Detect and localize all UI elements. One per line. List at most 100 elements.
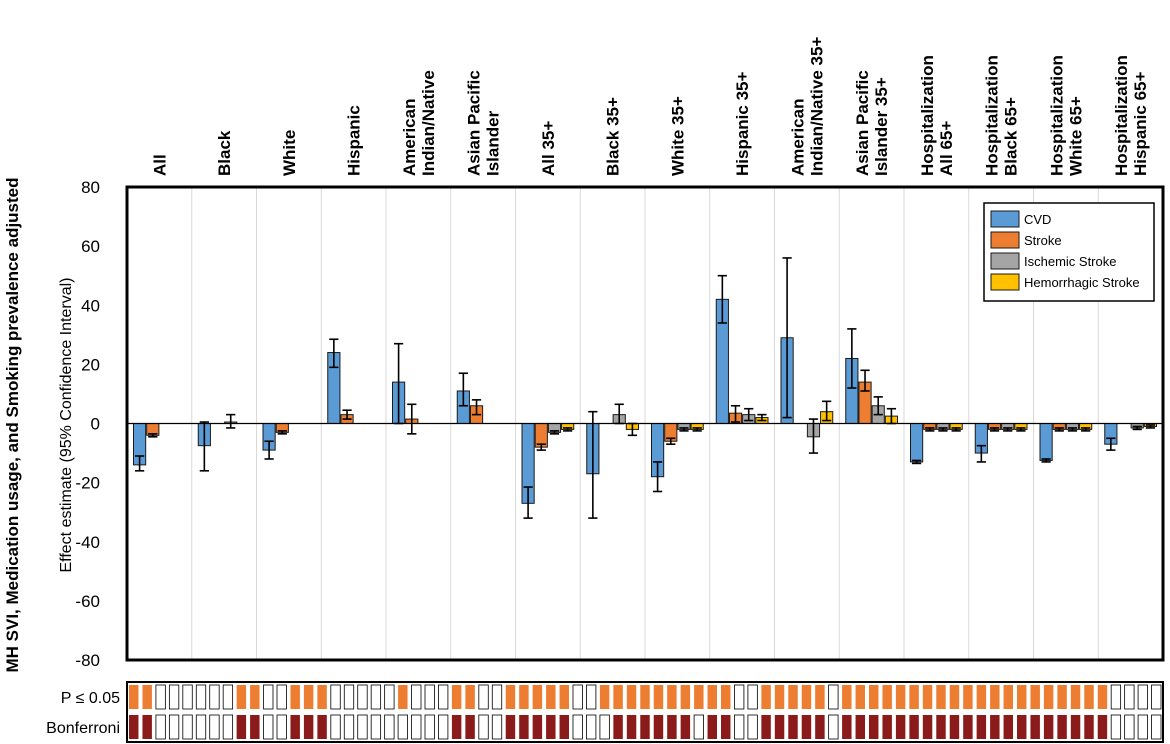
significance-cell [1110, 714, 1122, 740]
significance-cell [828, 684, 839, 710]
significance-cell [263, 714, 274, 740]
significance-cell [397, 714, 408, 740]
significance-cell [491, 714, 503, 740]
significance-cell [168, 714, 180, 740]
significance-cell [195, 714, 207, 740]
category-label: Hospitalization [1112, 55, 1131, 176]
significance-cell [613, 685, 623, 709]
significance-cell [1070, 715, 1081, 739]
significance-cell [1070, 685, 1081, 709]
significance-cell [384, 684, 395, 710]
significance-cell [438, 714, 449, 740]
significance-cell [1124, 684, 1135, 710]
significance-cell [290, 685, 300, 709]
significance-cell [801, 715, 812, 739]
significance-cell [815, 685, 825, 709]
significance-cell [209, 684, 220, 710]
significance-cell [761, 685, 771, 709]
category-label: All 35+ [539, 121, 558, 176]
significance-cell [465, 715, 475, 739]
y-tick-label: 0 [91, 415, 100, 434]
significance-cell [640, 715, 650, 739]
significance-cell [451, 685, 462, 709]
significance-cell [1151, 714, 1162, 740]
significance-cell [1084, 685, 1094, 709]
significance-cell [707, 685, 717, 709]
significance-cell [276, 714, 287, 740]
significance-cell [1003, 685, 1013, 709]
significance-cell [734, 714, 745, 740]
axis-layer: 80 60 40 20 0 -20 -40 -60 -80 All Black White Hispan… [75, 37, 1165, 670]
significance-cell [626, 715, 637, 739]
significance-cell [451, 715, 462, 739]
significance-cell [478, 684, 489, 710]
significance-cell [1043, 715, 1054, 739]
significance-cell [142, 685, 152, 709]
significance-cell [142, 715, 152, 739]
category-label: Hospitalization [1047, 55, 1066, 176]
significance-cell [626, 685, 637, 709]
significance-cell [546, 685, 556, 709]
category-label: Indian/Native [419, 70, 438, 176]
significance-cell [572, 684, 583, 710]
significance-cell [693, 714, 704, 740]
significance-cell [303, 715, 314, 739]
significance-cell [155, 714, 166, 740]
legend-label: Hemorrhagic Stroke [1024, 275, 1140, 290]
significance-cell [747, 684, 758, 710]
plot-border [125, 185, 1165, 662]
significance-cell [963, 715, 973, 739]
significance-cell [1017, 685, 1027, 709]
legend-swatch [990, 252, 1020, 270]
category-label: All 65+ [937, 121, 956, 176]
significance-cell [1137, 684, 1148, 710]
y-tick-label: -60 [75, 592, 100, 611]
significance-cell [505, 685, 516, 709]
significance-cell [303, 685, 314, 709]
significance-cell [519, 685, 529, 709]
significance-cell [869, 715, 879, 739]
significance-cell [613, 715, 623, 739]
significance-cell [424, 714, 435, 740]
significance-cell [721, 685, 731, 709]
legend-label: CVD [1024, 212, 1051, 227]
significance-cell [842, 715, 852, 739]
significance-cell [290, 715, 300, 739]
legend: CVD Stroke Ischemic Stroke Hemorrhagic Stro… [983, 202, 1155, 302]
significance-cell [250, 685, 260, 709]
significance-cell [370, 684, 382, 710]
significance-cell [882, 715, 892, 739]
significance-cell [976, 715, 987, 739]
significance-cell [599, 685, 610, 709]
significance-cell [491, 684, 503, 710]
significance-cell [1030, 715, 1040, 739]
significance-cell [949, 685, 960, 709]
significance-cell [1097, 715, 1108, 739]
significance-cell [317, 685, 327, 709]
significance-cell [707, 715, 717, 739]
y-tick-label: 20 [81, 355, 100, 374]
significance-cell [1030, 685, 1040, 709]
significance-cell [922, 685, 933, 709]
significance-cell [222, 684, 234, 710]
significance-cell [990, 685, 1000, 709]
significance-cell [761, 715, 771, 739]
significance-cell [774, 685, 785, 709]
category-label: Hispanic 65+ [1131, 72, 1150, 176]
significance-cell [438, 684, 449, 710]
y-axis-label: Effect estimate (95% Confidence Interval… [58, 278, 75, 573]
chart-title: MH SVI, Medication usage, and Smoking pr… [3, 177, 22, 672]
significance-cell [276, 684, 287, 710]
significance-cell [519, 715, 529, 739]
significance-cell [990, 715, 1000, 739]
significance-cell [1003, 715, 1013, 739]
significance-cell [222, 714, 234, 740]
significance-cell [330, 714, 341, 740]
significance-cell [1124, 714, 1135, 740]
significance-cell [532, 685, 543, 709]
significance-cell [788, 685, 798, 709]
significance-cell [182, 684, 193, 710]
significance-cell [855, 685, 865, 709]
significance-cell [424, 684, 435, 710]
significance-cell [263, 684, 274, 710]
